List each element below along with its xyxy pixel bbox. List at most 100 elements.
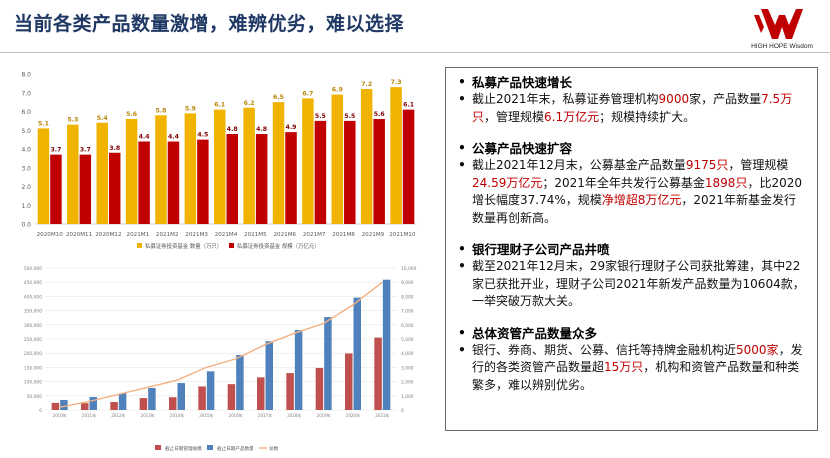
section-0: • 私募产品快速增长 • 截止2021年末，私募证券管理机构9000家，产品数量7.5…: [452, 74, 807, 126]
y-tick-label: 3.0: [21, 165, 31, 172]
y-left-tick-label: 0: [39, 408, 42, 414]
y-right-tick-label: 9,000: [401, 280, 414, 286]
y-tick-label: 5.0: [21, 128, 31, 135]
header-divider: [0, 52, 830, 53]
bar-scale: [286, 373, 294, 410]
section-title: • 公募产品快速扩容: [452, 140, 807, 157]
y-right-tick-label: 2,000: [401, 380, 414, 386]
bar-count: [89, 397, 97, 410]
bar-count: [184, 113, 197, 224]
x-tick-label: 2013年: [141, 412, 155, 418]
bar-count: [302, 98, 314, 224]
x-tick-label: 2021M6: [273, 232, 296, 238]
total-line: [59, 281, 383, 408]
bar-count: [214, 109, 226, 224]
bar-scale: [257, 377, 265, 410]
data-label: 6.7: [302, 90, 313, 97]
x-tick-label: 2019年: [317, 412, 331, 418]
legend-swatch: [155, 445, 161, 450]
x-tick-label: 2021M2: [156, 232, 179, 238]
logo-text: HIGH HOPE Wisdom: [751, 43, 813, 50]
bullet-icon: •: [458, 158, 466, 172]
x-tick-label: 2021M4: [215, 232, 238, 238]
bar-scale: [314, 120, 327, 224]
public-fund-combo-chart: 0 50,000 100,000 150,000 200,000 250,000 300,0…: [5, 260, 435, 456]
bullet-icon: •: [458, 75, 466, 89]
bar-count: [331, 94, 344, 224]
y-right-tick-label: 4,000: [401, 351, 414, 357]
y-right-tick-label: 3,000: [401, 365, 414, 371]
data-label: 5.1: [38, 120, 49, 127]
x-tick-label: 2016年: [229, 412, 243, 418]
x-tick-label: 2018年: [287, 412, 301, 418]
bar-count: [390, 87, 402, 224]
data-label: 4.9: [286, 124, 297, 131]
y-right-tick-label: 10,000: [401, 266, 417, 272]
legend-label: 总数: [269, 445, 279, 452]
y-tick-label: 7.0: [21, 90, 31, 97]
bar-count: [96, 122, 108, 224]
data-label: 4.5: [197, 132, 208, 139]
y-left-tick-label: 500,000: [24, 266, 42, 272]
body-text: ；规模持续扩大。: [599, 109, 696, 124]
highlight-text: 5000家: [736, 342, 779, 357]
x-tick-label: 2010年: [53, 412, 67, 418]
body-text: ；2021年全年共发行公募基金: [542, 175, 705, 190]
bar-scale: [139, 398, 148, 410]
highlight-text: 7.5万只: [472, 92, 793, 124]
legend-label: 私募证券投资基金 数量（万只）: [145, 242, 222, 250]
x-tick-label: 2017年: [258, 412, 272, 418]
y-right-tick-label: 8,000: [401, 294, 414, 300]
bar-scale: [167, 141, 180, 224]
data-label: 3.8: [109, 145, 120, 152]
bullet-icon: •: [458, 141, 466, 155]
bar-scale: [227, 384, 236, 410]
x-tick-label: 2021M7: [303, 232, 326, 238]
bar-count: [67, 124, 79, 224]
bar-count: [148, 387, 156, 410]
bar-scale: [169, 397, 177, 410]
section-title: • 总体资管产品数量众多: [452, 325, 807, 342]
bar-scale: [110, 402, 118, 410]
data-label: 5.5: [315, 113, 326, 120]
y-left-tick-label: 100,000: [24, 380, 42, 386]
data-label: 4.4: [168, 134, 180, 141]
y-right-tick-label: 1,000: [401, 394, 414, 400]
highlight-text: 15万只: [604, 360, 644, 374]
y-tick-label: 8.0: [21, 72, 31, 79]
section-title: • 银行理财子公司产品井喷: [452, 241, 807, 258]
legend-swatch: [207, 445, 213, 450]
bar-scale: [79, 154, 92, 224]
highlight-text: 净增超8万亿元: [601, 193, 682, 207]
bar-scale: [81, 403, 89, 410]
body-text: 截至2021年12月末，29家银行理财子公司获批筹建，其中22家已获批开业，理财…: [472, 259, 805, 308]
x-tick-label: 2011年: [82, 412, 96, 418]
bar-scale: [108, 152, 121, 224]
section-body: • 截止2021年12月末，公募基金产品数量9175只，管理规模 24.59万亿元；…: [452, 157, 807, 227]
section-body-text: 银行、券商、期货、公募、信托等持牌金融机构近5000家，发行的各类资管产品数量超…: [472, 342, 807, 395]
bar-scale: [315, 367, 324, 410]
bar-count: [118, 393, 127, 410]
y-right-tick-label: 0: [401, 408, 404, 414]
x-tick-label: 2021M5: [244, 232, 267, 238]
data-label: 6.1: [403, 102, 414, 109]
bar-count: [360, 89, 373, 224]
section-body-text: 截至2021年12月末，29家银行理财子公司获批筹建，其中22家已获批开业，理财…: [472, 258, 807, 311]
section-2: • 银行理财子公司产品井喷 • 截至2021年12月末，29家银行理财子公司获批筹建，…: [452, 241, 807, 311]
bar-count: [294, 330, 303, 410]
y-left-tick-label: 150,000: [24, 365, 42, 371]
x-tick-label: 2020M10: [37, 232, 64, 238]
y-left-tick-label: 350,000: [24, 309, 42, 315]
section-title: • 私募产品快速增长: [452, 74, 807, 91]
y-left-tick-label: 400,000: [24, 294, 42, 300]
section-body: • 截止2021年末，私募证券管理机构9000家，产品数量7.5万只，管理规模6.…: [452, 91, 807, 126]
bar-scale: [255, 134, 268, 224]
x-tick-label: 2020年: [346, 412, 360, 418]
data-label: 3.7: [50, 147, 61, 154]
x-tick-label: 2021M9: [362, 232, 385, 238]
bar-scale: [344, 120, 356, 224]
x-tick-label: 2021年: [375, 412, 389, 418]
data-label: 6.5: [273, 94, 284, 101]
data-label: 5.4: [97, 115, 109, 122]
highlight-text: 24.59万亿元: [472, 175, 543, 190]
